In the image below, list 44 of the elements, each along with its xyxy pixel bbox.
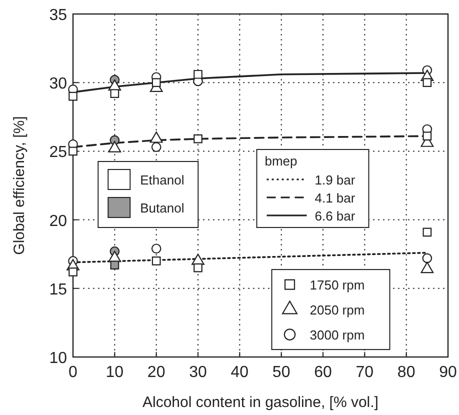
fuel-legend: Ethanol Butanol [98, 161, 199, 228]
legend-label: 2050 rpm [310, 302, 365, 318]
point [422, 253, 432, 264]
point [68, 92, 78, 101]
legend-label: 6.6 bar [314, 208, 356, 224]
y-tick-label: 30 [49, 76, 68, 93]
x-tick-label: 20 [147, 364, 166, 381]
legend-label: Ethanol [140, 172, 184, 188]
x-tick-label: 60 [314, 364, 332, 381]
legend-title: bmep [264, 153, 298, 168]
point [152, 256, 161, 266]
x-tick-label: 90 [439, 364, 457, 381]
y-tick-label: 15 [49, 281, 68, 298]
x-tick-label: 10 [106, 364, 124, 381]
legend-label: 1750 rpm [310, 278, 365, 293]
y-axis-title: Global efficiency, [%] [11, 116, 28, 255]
x-tick-label: 40 [230, 364, 249, 381]
point [151, 244, 162, 254]
point [152, 78, 161, 88]
legend-label: 1.9 bar [314, 172, 356, 188]
point [194, 70, 202, 79]
point [151, 142, 162, 152]
legend-label: 3000 rpm [310, 328, 365, 343]
y-tick-label: 35 [49, 7, 68, 24]
legend-label: Butanol [140, 200, 184, 216]
y-tick-label: 10 [49, 350, 68, 367]
point [194, 134, 202, 144]
x-axis-title: Alcohol content in gasoline, [% vol.] [142, 394, 378, 411]
x-tick-label: 70 [356, 364, 374, 381]
legend-label: 4.1 bar [314, 190, 356, 206]
point [422, 132, 432, 141]
y-tick-label: 25 [49, 144, 68, 162]
point [110, 260, 120, 270]
x-tick-label: 0 [68, 364, 78, 381]
point [422, 228, 432, 237]
point [422, 78, 432, 88]
point [68, 268, 78, 276]
point [68, 146, 78, 156]
x-tick-label: 80 [397, 364, 416, 381]
point [110, 89, 120, 98]
x-tick-label: 50 [272, 364, 290, 381]
y-tick-label: 20 [49, 212, 68, 230]
point [194, 263, 202, 272]
x-tick-label: 30 [189, 364, 207, 381]
